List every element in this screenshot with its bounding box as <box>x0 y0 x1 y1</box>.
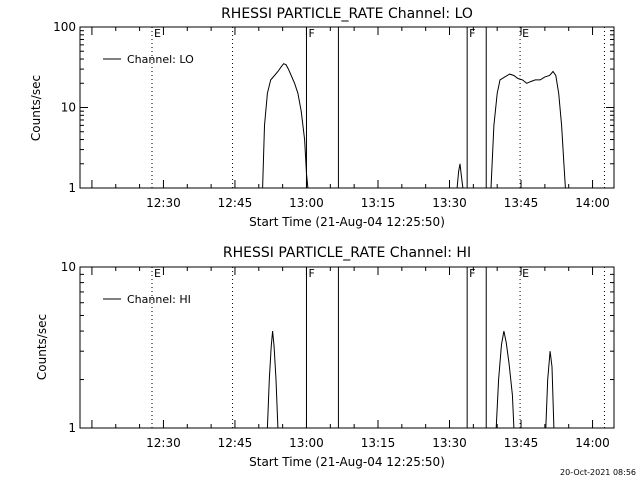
hi-x-tick-label: 12:45 <box>218 436 253 450</box>
hi-axis-ticks: 12:30 12:45 13:00 13:15 13:30 13:45 14:00 1 10 <box>61 260 614 450</box>
lo-marker-label: F <box>469 27 475 40</box>
lo-y-tick-label: 10 <box>61 101 76 115</box>
hi-marker-label: F <box>308 267 314 280</box>
lo-data-line <box>490 70 566 189</box>
lo-x-tick-label: 14:00 <box>575 196 610 210</box>
hi-y-axis-label: Counts/sec <box>35 314 49 380</box>
lo-axis-ticks: 12:30 12:45 13:00 13:15 13:30 13:45 14:00 1 10 10… <box>53 20 614 210</box>
lo-x-tick-label: 13:30 <box>432 196 467 210</box>
lo-x-tick-label: 13:00 <box>289 196 324 210</box>
lo-y-tick-label: 100 <box>53 20 76 34</box>
lo-x-tick-label: 12:30 <box>146 196 181 210</box>
hi-x-tick-label: 14:00 <box>575 436 610 450</box>
lo-marker-label: F <box>308 27 314 40</box>
lo-marker-label: E <box>522 27 529 40</box>
lo-channel-panel: RHESSI PARTICLE_RATE Channel: LO Start T… <box>29 6 615 229</box>
lo-plot-frame <box>79 26 615 189</box>
hi-data-line <box>266 331 279 429</box>
hi-y-tick-label: 10 <box>61 260 76 274</box>
hi-x-axis-label: Start Time (21-Aug-04 12:25:50) <box>249 455 445 469</box>
hi-marker-label: F <box>469 267 475 280</box>
hi-legend-label: Channel: HI <box>127 293 191 306</box>
lo-x-tick-label: 13:45 <box>504 196 539 210</box>
lo-marker-label: E <box>154 27 161 40</box>
hi-series <box>266 331 555 429</box>
lo-x-tick-label: 12:45 <box>218 196 253 210</box>
hi-data-line <box>545 351 555 429</box>
hi-channel-panel: RHESSI PARTICLE_RATE Channel: HI Start T… <box>35 245 615 469</box>
lo-y-tick-label: 1 <box>68 181 76 195</box>
hi-x-tick-label: 13:30 <box>432 436 467 450</box>
hi-x-tick-label: 12:30 <box>146 436 181 450</box>
lo-legend-label: Channel: LO <box>127 53 194 66</box>
hi-x-tick-label: 13:45 <box>504 436 539 450</box>
lo-x-axis-label: Start Time (21-Aug-04 12:25:50) <box>249 215 445 229</box>
hi-data-line <box>495 331 515 429</box>
hi-plot-frame <box>79 266 615 429</box>
hi-marker-label: E <box>522 267 529 280</box>
hi-x-tick-label: 13:15 <box>361 436 396 450</box>
hi-panel-title: RHESSI PARTICLE_RATE Channel: HI <box>223 245 471 261</box>
hi-marker-label: E <box>154 267 161 280</box>
hi-x-tick-label: 13:00 <box>289 436 324 450</box>
lo-data-line <box>456 163 464 189</box>
lo-x-tick-label: 13:15 <box>361 196 396 210</box>
lo-data-line <box>262 63 309 189</box>
lo-y-axis-label: Counts/sec <box>29 75 43 141</box>
lo-panel-title: RHESSI PARTICLE_RATE Channel: LO <box>221 6 473 22</box>
lo-series <box>262 63 566 189</box>
generation-timestamp: 20-Oct-2021 08:56 <box>560 468 636 477</box>
hi-y-tick-label: 1 <box>68 421 76 435</box>
